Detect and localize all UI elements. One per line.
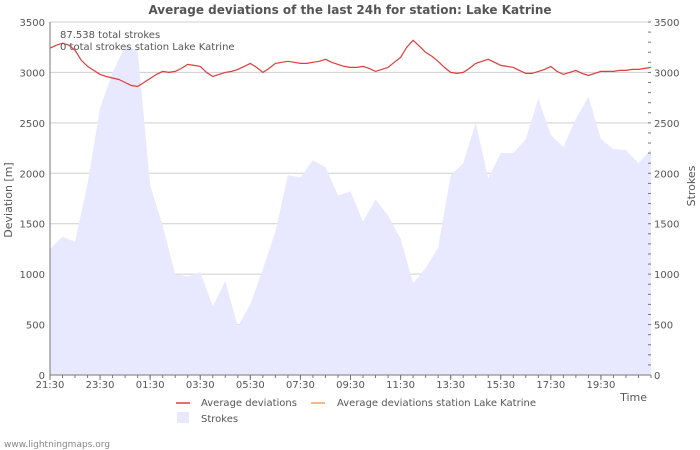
y-ticks-right: 0 500 1000 1500 2000 2500 3000 3500	[648, 18, 679, 382]
y-tick-label-left: 0	[39, 371, 45, 382]
annotation-total-strokes: 87.538 total strokes	[60, 30, 160, 41]
legend: Average deviations Average deviations st…	[176, 398, 536, 425]
x-tick-label: 17:30	[536, 380, 565, 391]
x-tick-label: 19:30	[587, 380, 616, 391]
x-tick-label: 21:30	[36, 380, 65, 391]
y-tick-label-left: 3000	[20, 68, 45, 79]
y-tick-label-right: 0	[654, 371, 660, 382]
deviation-line-layer	[49, 39, 652, 88]
y-axis-label-left: Deviation [m]	[2, 162, 15, 237]
strokes-area-layer	[50, 46, 651, 375]
x-tick-label: 13:30	[436, 380, 465, 391]
legend-label-average-deviations: Average deviations	[201, 398, 297, 409]
x-tick-label: 05:30	[236, 380, 265, 391]
y-tick-label-left: 3500	[20, 18, 45, 29]
y-tick-label-right: 1500	[654, 220, 679, 231]
chart-title: Average deviations of the last 24h for s…	[148, 3, 551, 17]
y-ticks-left: 0 500 1000 1500 2000 2500 3000 3500	[20, 18, 45, 382]
y-tick-label-right: 3000	[654, 68, 679, 79]
y-tick-label-left: 2000	[20, 169, 45, 180]
legend-label-station-deviations: Average deviations station Lake Katrine	[337, 398, 536, 409]
x-tick-label: 11:30	[386, 380, 415, 391]
footer-credit[interactable]: www.lightningmaps.org	[4, 440, 110, 450]
legend-item-strokes[interactable]: Strokes	[177, 412, 238, 425]
x-tick-label: 01:30	[136, 380, 165, 391]
strokes-area	[50, 46, 651, 375]
y-tick-label-left: 2500	[20, 119, 45, 130]
y-tick-label-left: 1000	[20, 270, 45, 281]
legend-item-average-deviations[interactable]: Average deviations	[176, 398, 297, 409]
x-tick-label: 15:30	[486, 380, 515, 391]
y-tick-label-left: 500	[26, 321, 45, 332]
y-tick-label-left: 1500	[20, 220, 45, 231]
x-tick-label: 09:30	[336, 380, 365, 391]
y-tick-label-right: 3500	[654, 18, 679, 29]
annotation-station-strokes: 0 total strokes station Lake Katrine	[60, 42, 235, 53]
y-tick-label-right: 2000	[654, 169, 679, 180]
y-axis-label-right: Strokes	[685, 165, 698, 206]
y-tick-label-right: 500	[654, 321, 673, 332]
legend-label-strokes: Strokes	[201, 414, 238, 425]
x-tick-label: 03:30	[186, 380, 215, 391]
y-tick-label-right: 1000	[654, 270, 679, 281]
legend-swatch-strokes	[177, 412, 189, 423]
x-tick-label: 23:30	[86, 380, 115, 391]
legend-item-station-deviations[interactable]: Average deviations station Lake Katrine	[311, 398, 536, 409]
x-ticks: 21:30 23:30 01:30 03:30 05:30 07:30 09:30 11:30…	[36, 375, 652, 391]
x-tick-label: 07:30	[286, 380, 315, 391]
x-axis-label: Time	[619, 391, 647, 404]
y-tick-label-right: 2500	[654, 119, 679, 130]
average-deviations-line	[49, 39, 652, 88]
